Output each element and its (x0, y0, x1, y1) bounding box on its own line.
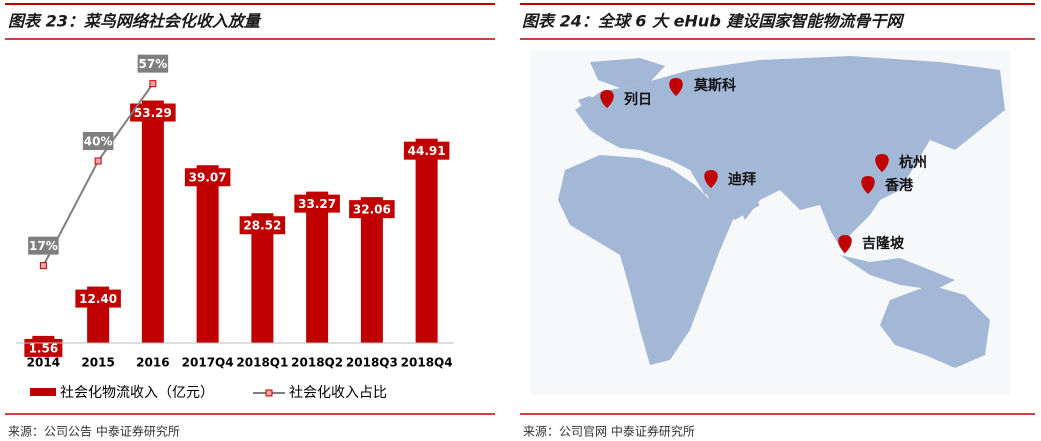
x-tick-label: 2018Q2 (291, 356, 343, 370)
value-label-bg (137, 54, 169, 73)
chart: 1.56 12.40 53.29 39.07 28.52 33.27 32.06 44.91 1… (16, 54, 454, 370)
bar (306, 191, 329, 343)
city-label: 列日 (624, 91, 652, 108)
bar (141, 100, 164, 343)
land (578, 96, 602, 120)
pin (838, 235, 852, 253)
point (39, 262, 47, 270)
value-label: 44.91 (408, 144, 446, 158)
value-label-bg (294, 194, 340, 213)
city-label: 香港 (884, 177, 914, 194)
x-tick-label: 2015 (81, 356, 114, 370)
point (149, 80, 157, 88)
pin (600, 90, 614, 108)
bar (196, 165, 219, 343)
bar (251, 213, 274, 343)
value-label-bg (75, 289, 121, 308)
value-label: 28.52 (243, 219, 281, 233)
value-label: 53.29 (134, 106, 172, 120)
city-label: 迪拜 (728, 171, 756, 188)
value-label-bg (82, 132, 114, 150)
value-label: 39.07 (189, 171, 227, 185)
pin (861, 176, 875, 194)
bar (360, 197, 383, 343)
x-tick-label: 2018Q1 (236, 356, 288, 370)
x-tick-label: 2018Q3 (346, 356, 398, 370)
pin (669, 78, 683, 96)
land (880, 285, 990, 368)
source: 来源：公司官网 中泰证券研究所 (523, 424, 695, 439)
chart-title: 图表 23：菜鸟网络社会化收入放量 (8, 12, 262, 31)
source: 来源：公司公告 中泰证券研究所 (8, 424, 180, 439)
legend-swatch (30, 388, 56, 396)
value-label-bg (349, 200, 395, 219)
pin (704, 170, 718, 188)
land (700, 180, 760, 220)
city-label: 吉隆坡 (862, 235, 905, 252)
legend-label: 社会化物流收入（亿元） (60, 385, 214, 401)
value-label-bg (239, 216, 286, 235)
value-label-bg (130, 103, 176, 122)
bar (415, 138, 438, 343)
city-label: 莫斯科 (693, 77, 736, 94)
land (558, 155, 735, 365)
value-label: 32.06 (353, 203, 391, 217)
world-map (530, 50, 1010, 395)
x-tick-label: 2014 (27, 356, 60, 370)
city-label: 杭州 (899, 154, 927, 171)
value-label: 17% (29, 239, 58, 253)
value-label: 57% (139, 57, 168, 71)
land (840, 255, 955, 290)
land (575, 56, 1005, 255)
value-label: 12.40 (79, 292, 117, 306)
value-label-bg (184, 168, 231, 187)
city-markers: 列日 莫斯科 迪拜 杭州 香港 吉隆坡 (600, 77, 927, 253)
x-tick-label: 2017Q4 (182, 356, 234, 370)
legend-label: 社会化收入占比 (289, 385, 387, 401)
point (94, 157, 102, 165)
value-label-bg (28, 236, 59, 255)
x-tick-label: 2016 (136, 356, 169, 370)
x-tick-label: 2018Q4 (401, 356, 453, 370)
map-title: 图表 24：全球 6 大 eHub 建设国家智能物流骨干网 (522, 12, 905, 31)
value-label: 33.27 (298, 197, 336, 211)
value-label: 40% (84, 135, 113, 149)
pin (875, 154, 889, 172)
land (590, 58, 665, 88)
value-label: 1.56 (29, 341, 59, 355)
value-label-bg (403, 141, 450, 160)
legend-swatch (265, 389, 273, 397)
